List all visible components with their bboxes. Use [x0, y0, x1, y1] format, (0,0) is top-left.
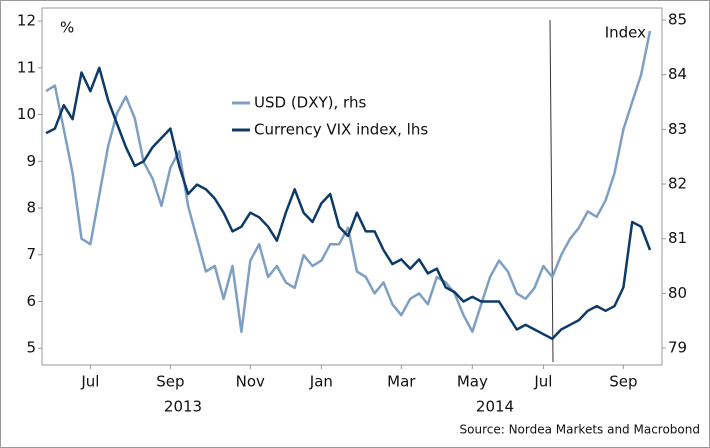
y2-tick-label: 79	[668, 339, 687, 357]
x-tick-label: Nov	[236, 373, 265, 391]
source: Source: Nordea Markets and Macrobond	[460, 423, 701, 437]
y2-tick-label: 80	[668, 284, 687, 302]
x-tick-label: May	[457, 373, 488, 391]
y2-tick-label: 85	[668, 11, 687, 29]
y-tick-label: 6	[26, 292, 36, 310]
y2-tick-label: 82	[668, 175, 687, 193]
x-tick-label: Sep	[609, 373, 637, 391]
plot-area	[41, 7, 663, 366]
y2-tick-label: 84	[668, 65, 687, 83]
legend-label: USD (DXY), rhs	[254, 94, 366, 112]
y-tick-label: 12	[17, 12, 36, 30]
y-tick-label: 10	[17, 105, 36, 123]
series-line	[45, 66, 652, 341]
x-tick-label: Jul	[80, 373, 99, 391]
right-unit: Index	[605, 24, 646, 42]
legend-label: Currency VIX index, lhs	[254, 121, 428, 139]
year-label: 2014	[476, 398, 514, 416]
left-unit: %	[60, 19, 74, 37]
y2-tick-label: 81	[668, 229, 687, 247]
x-tick-label: Jul	[533, 373, 552, 391]
y-tick-label: 11	[17, 58, 36, 76]
series-line	[45, 30, 652, 333]
x-tick-label: Sep	[156, 373, 184, 391]
y-tick-label: 8	[26, 198, 36, 216]
divider-line	[549, 19, 554, 363]
x-tick-label: Jan	[309, 373, 333, 391]
y2-tick-label: 83	[668, 120, 687, 138]
y-tick-label: 5	[26, 339, 36, 357]
year-label: 2013	[164, 398, 202, 416]
x-tick-label: Mar	[387, 373, 416, 391]
y-tick-label: 9	[26, 152, 36, 170]
y-tick-label: 7	[26, 245, 36, 263]
